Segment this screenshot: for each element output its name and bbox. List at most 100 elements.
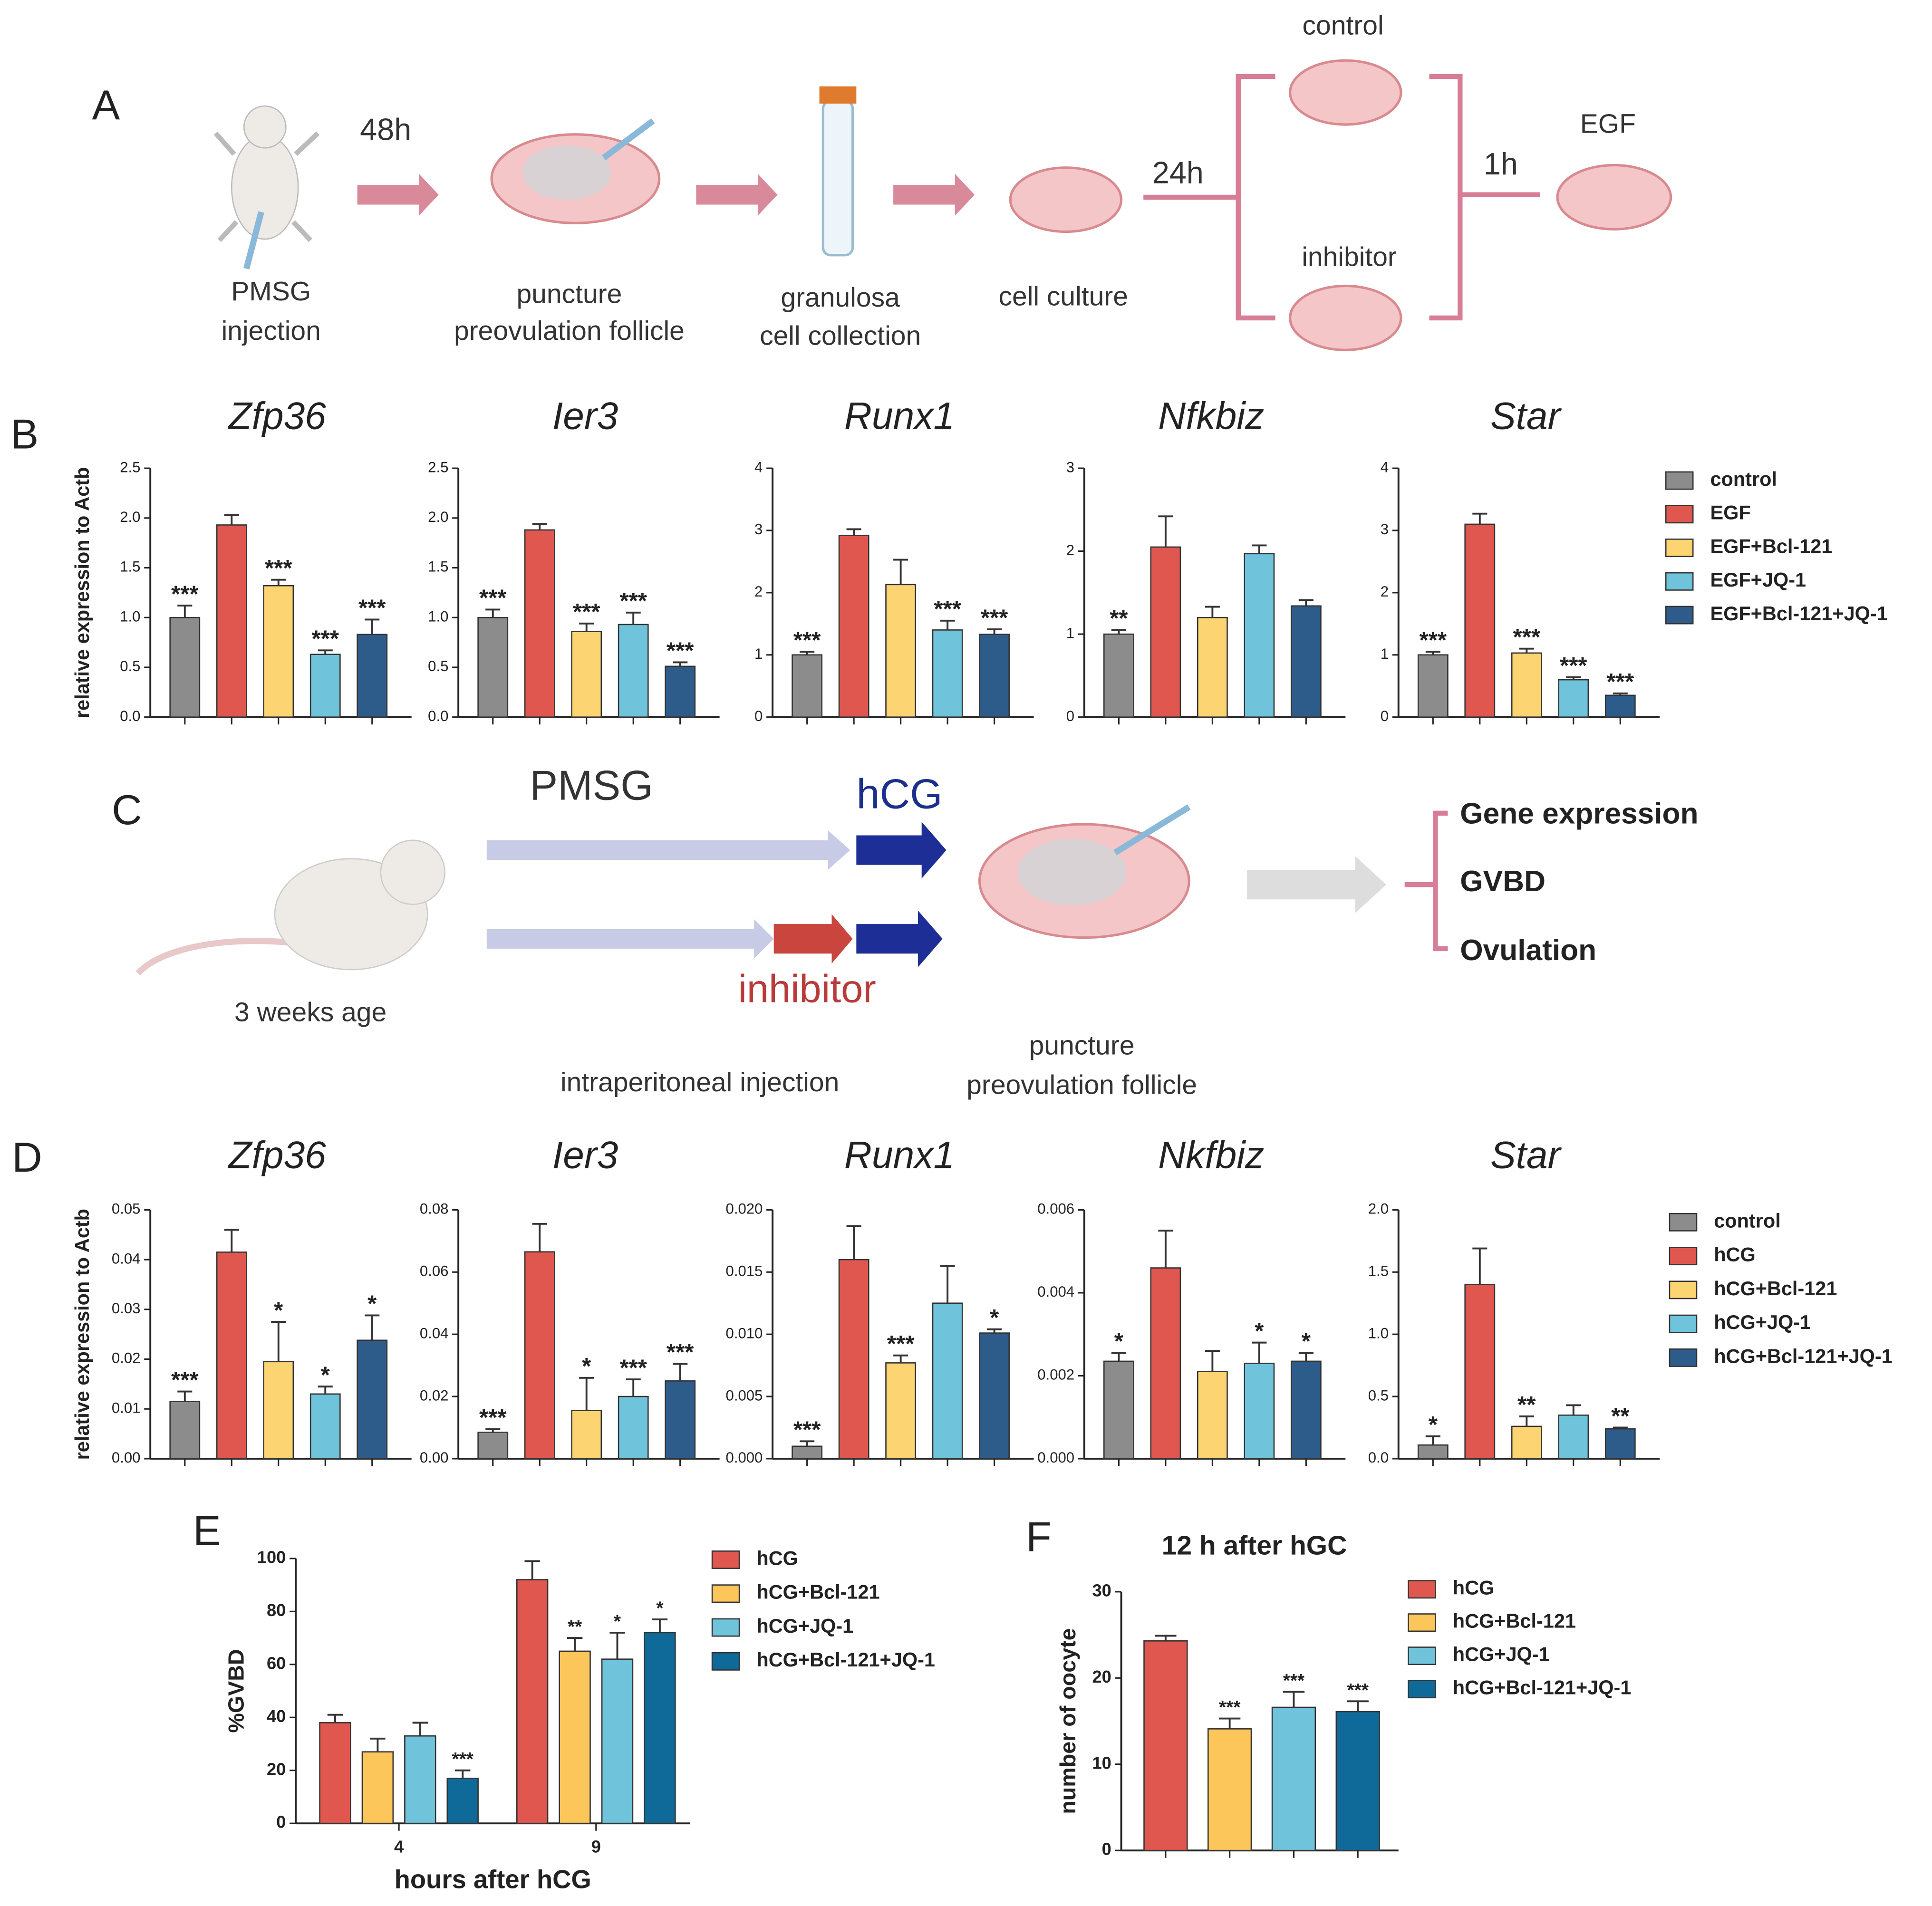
error-bar	[652, 1618, 668, 1633]
y-tick-label: 1.5	[1368, 1263, 1389, 1280]
bar	[665, 665, 696, 718]
diagram-text: puncture	[1029, 1030, 1135, 1060]
bar	[1143, 1640, 1188, 1851]
diagram-text: preovulation follicle	[966, 1069, 1197, 1100]
bar	[1197, 1371, 1228, 1460]
bar	[1464, 1284, 1496, 1460]
y-tick-label: 0	[1066, 708, 1074, 724]
y-tick-label: 4	[1381, 459, 1389, 475]
y-tick-label: 1.5	[120, 558, 140, 575]
y-tick-label: 0.5	[120, 658, 140, 674]
bar	[665, 1380, 696, 1460]
significance: ***	[793, 627, 821, 653]
legend-label: hCG+Bcl-121+JQ-1	[1714, 1345, 1893, 1367]
significance: ***	[265, 555, 292, 581]
error-bar	[1111, 629, 1126, 635]
error-bar	[1158, 1230, 1173, 1268]
bar	[932, 1302, 963, 1460]
syringe	[602, 118, 655, 161]
y-axis-label: relative expression to Actb	[71, 1209, 93, 1460]
significance: **	[1611, 1403, 1630, 1429]
y-tick-label: 0	[754, 708, 763, 724]
chart-title: Ier3	[552, 395, 618, 438]
legend-label: hCG+JQ-1	[1714, 1311, 1811, 1333]
diagram-text: 1h	[1484, 146, 1518, 181]
significance: ***	[452, 1749, 474, 1770]
legend-label: hCG+Bcl-121+JQ-1	[1453, 1676, 1632, 1699]
y-tick-label: 0.00	[112, 1449, 141, 1466]
diagram-text: GVBD	[1460, 865, 1546, 898]
panel-label: C	[112, 786, 142, 833]
significance: ***	[934, 596, 961, 622]
y-tick-label: 1.5	[428, 558, 448, 575]
bracket	[1143, 74, 1540, 321]
bar	[1464, 523, 1496, 718]
error-bar	[370, 1737, 386, 1752]
error-bar	[579, 622, 594, 632]
significance: ***	[1283, 1671, 1305, 1691]
error-bar	[1566, 1404, 1581, 1415]
y-tick-label: 0.02	[112, 1350, 141, 1367]
chart-title: Zfp36	[227, 395, 326, 438]
significance: **	[568, 1617, 582, 1637]
panel-label: D	[12, 1134, 42, 1181]
arrow	[856, 910, 943, 967]
bar	[1417, 654, 1449, 718]
bar	[1197, 616, 1228, 718]
bar	[524, 1251, 555, 1460]
bar	[792, 654, 823, 718]
bar	[1244, 553, 1275, 718]
legend-label: hCG	[1714, 1243, 1756, 1266]
y-tick-label: 0.05	[112, 1201, 141, 1217]
significance: *	[656, 1598, 664, 1619]
diagram-text: 24h	[1152, 155, 1204, 190]
error-bar	[1613, 692, 1628, 695]
error-bar	[846, 528, 861, 536]
error-bar	[1205, 1350, 1220, 1372]
bar	[1604, 1428, 1636, 1460]
error-bar	[1472, 512, 1488, 524]
bar	[169, 1401, 201, 1460]
chart-title: Zfp36	[227, 1134, 326, 1177]
diagram-text: EGF	[1580, 109, 1636, 139]
significance: ***	[619, 588, 647, 614]
error-bar	[1252, 1341, 1267, 1364]
bar	[979, 1332, 1010, 1460]
syringe	[1113, 804, 1191, 856]
diagram-text: intraperitoneal injection	[560, 1067, 839, 1097]
y-tick-label: 2	[754, 583, 763, 600]
significance: ***	[619, 1355, 647, 1381]
chart-title: Nkfbiz	[1158, 1134, 1264, 1177]
legend-label: control	[1714, 1209, 1780, 1232]
legend-label: hCG+JQ-1	[756, 1615, 853, 1637]
error-bar	[940, 1265, 955, 1303]
chart-title: 12 h after hGC	[1162, 1531, 1347, 1561]
error-bar	[1298, 1352, 1314, 1361]
y-tick-label: 0.004	[1037, 1283, 1074, 1300]
significance: *	[582, 1353, 591, 1379]
error-bar	[532, 1223, 547, 1252]
legend-label: hCG	[1453, 1577, 1495, 1599]
bar	[1417, 1444, 1449, 1460]
bar	[838, 1259, 869, 1460]
y-tick-label: 2.0	[428, 509, 448, 525]
y-tick-label: 2	[1381, 583, 1389, 600]
arrow	[773, 914, 853, 964]
legend-label: hCG+Bcl-121	[756, 1581, 879, 1603]
error-bar	[532, 523, 547, 530]
mouse-limb	[213, 131, 236, 156]
bar	[1150, 1267, 1181, 1460]
error-bar	[1566, 676, 1581, 680]
panel-c-diagram	[135, 804, 1448, 976]
legend-swatch	[1665, 539, 1694, 557]
bar	[1290, 605, 1322, 718]
error-bar	[271, 1321, 286, 1362]
bar	[446, 1778, 479, 1824]
panel-label: F	[1026, 1513, 1052, 1560]
y-tick-label: 0.08	[420, 1201, 449, 1217]
tube	[821, 100, 854, 257]
legend-label: hCG	[756, 1547, 798, 1569]
legend-swatch	[711, 1652, 740, 1671]
bar	[404, 1735, 436, 1824]
